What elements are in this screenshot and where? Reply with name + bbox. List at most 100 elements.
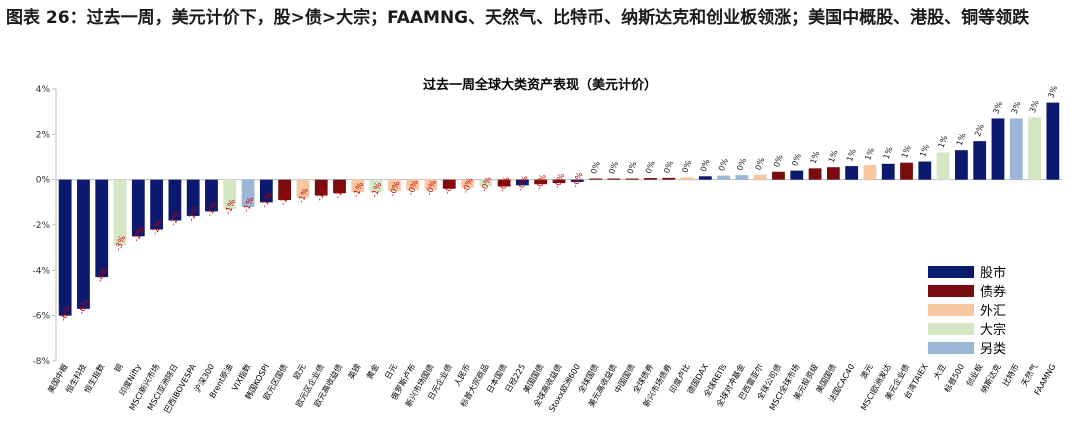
bar: [1028, 117, 1041, 180]
bar: [753, 174, 767, 180]
value-label: 1%: [827, 149, 840, 164]
value-label: 0%: [662, 159, 675, 174]
bar: [826, 167, 840, 180]
legend-swatch-fx: [928, 303, 974, 316]
bar: [680, 177, 694, 180]
legend-swatch-commodities: [928, 322, 974, 335]
value-label: 1%: [845, 147, 858, 162]
value-label: 1%: [863, 146, 876, 161]
legend-label-fx: 外汇: [980, 304, 1007, 319]
bar: [259, 179, 273, 203]
bar: [589, 178, 602, 180]
bar: [772, 171, 785, 180]
bar: [698, 176, 712, 180]
value-label: 0%: [735, 156, 748, 171]
value-label: 1%: [882, 145, 895, 160]
bar: [808, 168, 822, 180]
bar: [186, 179, 200, 216]
figure-heading: 图表 26：过去一周，美元计价下，股>债>大宗；FAAMNG、天然气、比特币、纳…: [6, 8, 1030, 28]
bar: [424, 179, 438, 190]
value-label: 1%: [900, 144, 913, 159]
category-label: 铜: [112, 362, 125, 374]
legend-item-stocks: 股市: [928, 262, 1040, 281]
bar: [1009, 118, 1023, 180]
value-label: 3%: [991, 100, 1004, 115]
bar: [168, 179, 182, 221]
bar: [296, 179, 310, 198]
legend-item-alternatives: 另类: [928, 338, 1040, 357]
value-label: 0%: [790, 152, 803, 167]
value-label: 0%: [699, 158, 712, 173]
value-label: 3%: [1028, 99, 1041, 114]
y-tick-label: 2%: [36, 130, 51, 140]
legend-item-fx: 外汇: [928, 300, 1040, 319]
bar: [845, 166, 859, 180]
bar: [113, 179, 127, 246]
category-label: 大豆: [931, 362, 948, 381]
bar: [991, 118, 1005, 180]
bar: [954, 150, 968, 180]
value-label: 2%: [973, 122, 986, 137]
bar: [863, 164, 877, 180]
bar: [369, 179, 383, 193]
legend-swatch-alternatives: [928, 341, 974, 354]
bar: [205, 179, 218, 212]
category-label: 欧元: [291, 362, 308, 381]
bar: [442, 179, 456, 189]
category-label: 日元: [383, 363, 399, 381]
bar: [1046, 102, 1060, 180]
value-label: 0%: [589, 160, 602, 175]
bar: [77, 179, 90, 309]
bar: [881, 163, 895, 180]
y-tick-label: 0%: [36, 176, 51, 186]
value-label: 0%: [626, 160, 639, 175]
y-tick-label: -8%: [32, 357, 50, 367]
value-label: 1%: [955, 132, 968, 147]
bar: [900, 162, 913, 180]
bar: [918, 161, 932, 180]
category-label: 比特币: [1000, 362, 1021, 388]
value-label: 0%: [754, 156, 767, 171]
bar: [241, 179, 255, 207]
y-axis: -8% -6% -4% -2% 0% 2% 4%: [32, 85, 1062, 367]
value-label: 3%: [1010, 100, 1023, 115]
category-label: 天然气: [1019, 362, 1040, 388]
y-tick-label: -2%: [32, 221, 50, 231]
value-label: 3%: [1046, 84, 1059, 99]
legend-item-bonds: 债券: [928, 281, 1040, 300]
value-label: 0%: [717, 157, 730, 172]
legend-label-bonds: 债券: [980, 285, 1007, 300]
bar: [333, 179, 346, 194]
legend-swatch-stocks: [928, 265, 974, 278]
bar: [534, 179, 548, 185]
bar: [936, 152, 950, 180]
bar: [625, 178, 639, 180]
value-labels: -6% -6%-4%-3%-2% -2%-2% -2% -1% -1% -1% -1% -1% -…: [59, 84, 1060, 322]
y-tick-label: -6%: [32, 312, 50, 322]
bar: [735, 175, 749, 180]
bar: [497, 179, 511, 187]
legend-label-stocks: 股市: [980, 266, 1007, 281]
value-label: 0%: [644, 159, 657, 174]
bar: [644, 178, 657, 180]
bar: [351, 179, 365, 193]
bar: [95, 179, 109, 278]
value-label: 0%: [772, 153, 785, 168]
bar: [479, 179, 493, 187]
bars: [58, 102, 1060, 316]
bar: [223, 179, 237, 210]
bar: [150, 179, 164, 230]
legend-label-alternatives: 另类: [980, 342, 1007, 357]
bar: [314, 179, 328, 196]
bar: [58, 179, 72, 316]
bar: [662, 177, 676, 180]
category-label: 创业板: [964, 362, 985, 388]
category-label: 澳元: [858, 362, 875, 381]
bar: [607, 178, 621, 180]
value-label: 1%: [937, 134, 950, 149]
y-tick-label: 4%: [36, 85, 51, 95]
bar: [516, 179, 529, 186]
value-label: 1%: [918, 143, 931, 158]
